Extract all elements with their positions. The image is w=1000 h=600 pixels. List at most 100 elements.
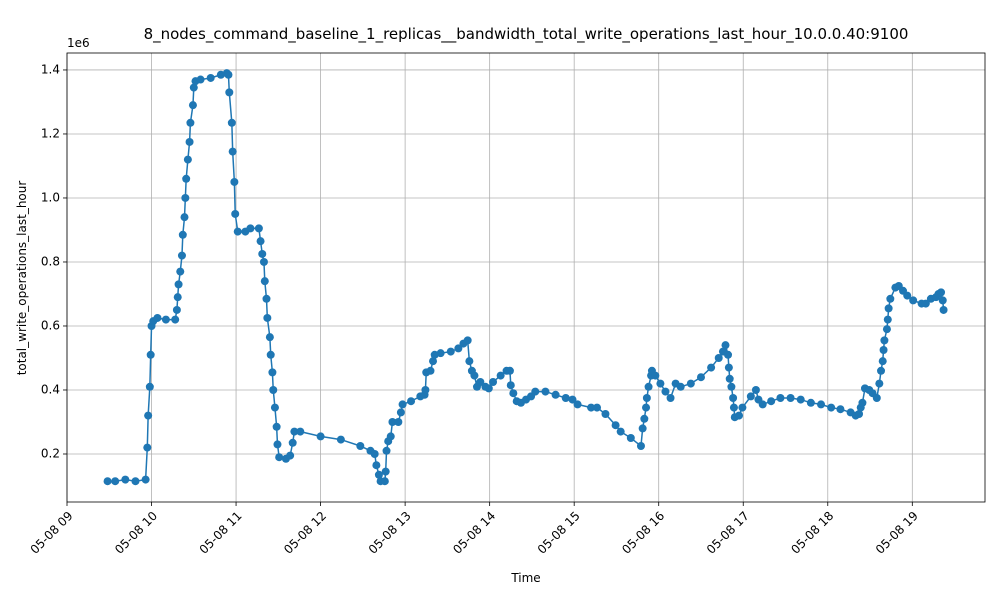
data-point (806, 398, 815, 407)
x-tick-label: 05-08 13 (366, 509, 414, 557)
data-point (505, 366, 514, 375)
data-point (182, 174, 191, 183)
data-point (429, 357, 438, 366)
data-point (273, 440, 282, 449)
data-point (394, 417, 403, 426)
data-point (541, 387, 550, 396)
data-point (638, 424, 647, 433)
data-point (561, 393, 570, 402)
data-point (725, 374, 734, 383)
data-point (388, 417, 397, 426)
data-point (724, 363, 733, 372)
x-tick-label: 05-08 11 (197, 509, 245, 557)
data-point (233, 227, 242, 236)
data-point (141, 475, 150, 484)
x-tick-label: 05-08 10 (112, 509, 160, 557)
data-point (509, 389, 518, 398)
plot-frame (66, 52, 986, 503)
x-tick-label: 05-08 12 (281, 509, 329, 557)
data-point (183, 155, 192, 164)
data-point (827, 403, 836, 412)
data-point (111, 477, 120, 486)
data-point (185, 137, 194, 146)
data-point (751, 385, 760, 394)
data-point (707, 363, 716, 372)
data-point (878, 357, 887, 366)
data-point (855, 409, 864, 418)
data-point (651, 371, 660, 380)
data-point (489, 377, 498, 386)
y-tick-label: 1.0 (41, 190, 60, 204)
data-point (176, 267, 185, 276)
data-point (656, 379, 665, 388)
data-point (644, 382, 653, 391)
data-point (336, 435, 345, 444)
data-point (640, 414, 649, 423)
data-point (939, 305, 948, 314)
data-point (224, 70, 233, 79)
data-point (231, 209, 240, 218)
data-point (266, 350, 275, 359)
data-point (903, 291, 912, 300)
data-point (568, 395, 577, 404)
data-point (593, 403, 602, 412)
data-point (696, 373, 705, 382)
x-axis-label: Time (510, 571, 540, 585)
y-tick-label: 1.4 (41, 62, 60, 76)
data-point (454, 344, 463, 353)
data-point (886, 294, 895, 303)
data-point (407, 397, 416, 406)
y-tick-label: 0.2 (41, 446, 60, 460)
data-point (143, 443, 152, 452)
data-point (758, 400, 767, 409)
x-tick-label: 05-08 15 (535, 509, 583, 557)
data-point (883, 315, 892, 324)
data-point (786, 393, 795, 402)
data-point (173, 293, 182, 302)
data-point (382, 446, 391, 455)
y-axis-label: total_write_operations_last_hour (15, 181, 29, 376)
data-point (256, 237, 265, 246)
data-point (146, 350, 155, 359)
data-point (356, 441, 365, 450)
x-tick-label: 05-08 14 (450, 509, 498, 557)
data-point (938, 296, 947, 305)
data-point (103, 477, 112, 486)
data-point (177, 251, 186, 260)
data-point (121, 475, 130, 484)
data-point (721, 341, 730, 350)
data-point (258, 249, 267, 258)
y-offset-label: 1e6 (67, 36, 90, 50)
data-point (836, 405, 845, 414)
data-point (573, 400, 582, 409)
data-point (882, 325, 891, 334)
data-point (661, 387, 670, 396)
data-point (729, 403, 738, 412)
data-point (380, 477, 389, 486)
data-point (225, 88, 234, 97)
data-point (879, 345, 888, 354)
data-point (877, 366, 886, 375)
data-point (275, 453, 284, 462)
data-point (937, 288, 946, 297)
data-point (531, 387, 540, 396)
data-point (506, 381, 515, 390)
data-point (616, 427, 625, 436)
data-point (270, 403, 279, 412)
x-tick-label: 05-08 18 (788, 509, 836, 557)
data-point (286, 451, 295, 460)
x-tick-label: 05-08 19 (873, 509, 921, 557)
data-point (484, 384, 493, 393)
data-point (316, 432, 325, 441)
data-point (727, 382, 736, 391)
data-point (290, 427, 299, 436)
data-point (463, 336, 472, 345)
y-tick-label: 1.2 (41, 126, 60, 140)
data-point (884, 304, 893, 313)
data-point (421, 385, 430, 394)
data-point (230, 177, 239, 186)
data-point (269, 385, 278, 394)
data-point (196, 75, 205, 84)
data-point (796, 395, 805, 404)
y-tick-label: 0.8 (41, 254, 60, 268)
